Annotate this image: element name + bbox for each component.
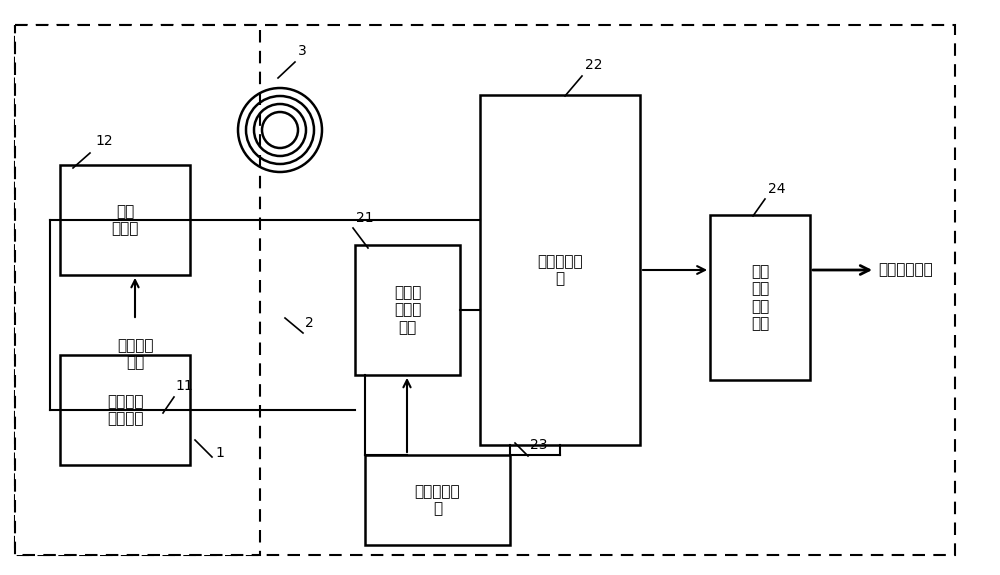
Text: 输入射频
信号: 输入射频 信号 [117, 338, 153, 370]
Circle shape [264, 114, 296, 146]
Text: 22: 22 [585, 58, 602, 72]
Text: 1: 1 [215, 446, 224, 460]
Text: 第二窄
线宽激
光器: 第二窄 线宽激 光器 [394, 285, 421, 335]
Text: 24: 24 [768, 182, 786, 196]
Bar [365, 455, 510, 545]
Text: 输出射频信号: 输出射频信号 [878, 263, 933, 278]
Text: 3: 3 [298, 44, 307, 58]
Text: 21: 21 [356, 211, 374, 225]
Bar [60, 165, 190, 275]
Text: 第一窄线
宽激光器: 第一窄线 宽激光器 [107, 394, 143, 426]
Bar [480, 95, 640, 445]
Text: 相干接收模
块: 相干接收模 块 [537, 254, 583, 286]
Bar [15, 25, 260, 555]
Text: 锁相控制模
块: 锁相控制模 块 [415, 484, 460, 516]
Text: 2: 2 [305, 316, 314, 330]
Bar [355, 245, 460, 375]
Text: 相位
调制器: 相位 调制器 [111, 204, 139, 236]
Bar [710, 215, 810, 380]
Text: 11: 11 [175, 379, 193, 393]
Text: 23: 23 [530, 438, 548, 452]
Text: 数字
信号
处理
单元: 数字 信号 处理 单元 [751, 264, 769, 331]
Bar [60, 355, 190, 465]
Text: 12: 12 [95, 134, 113, 148]
